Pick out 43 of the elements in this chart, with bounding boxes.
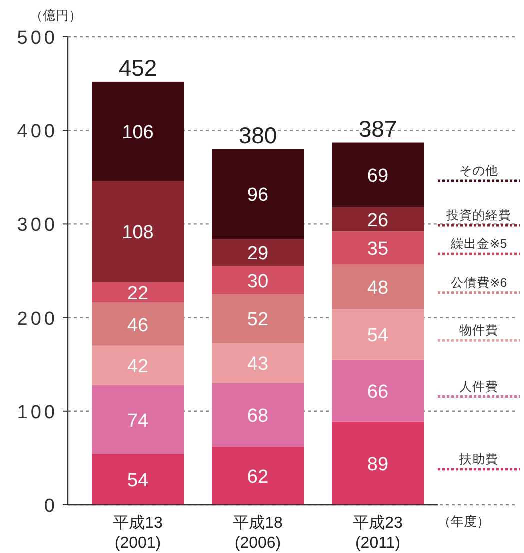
data-label: 42: [127, 356, 149, 378]
legend-item: 人件費: [438, 380, 520, 398]
legend-item: その他: [438, 164, 520, 182]
total-label: 380: [238, 122, 278, 148]
data-label: 108: [122, 222, 154, 244]
data-label: 46: [127, 315, 149, 336]
legend-item: 投資的経費: [438, 208, 520, 227]
x-axis-title: （年度）: [438, 514, 490, 529]
data-label: 96: [247, 185, 269, 206]
legend-item: 公債費※6: [438, 276, 520, 294]
data-label: 30: [247, 271, 269, 292]
data-label: 29: [247, 244, 269, 265]
x-tick-label: 平成23 (2011): [353, 514, 403, 552]
total-label: 452: [118, 54, 158, 81]
data-label: 89: [367, 454, 389, 476]
data-label: 22: [127, 284, 149, 305]
y-axis-title: （億円）: [30, 8, 82, 23]
data-label: 66: [367, 382, 389, 403]
data-label: 69: [367, 166, 389, 188]
data-label: 62: [247, 466, 269, 488]
data-label: 68: [247, 406, 269, 428]
x-tick-label: 平成18 (2006): [233, 514, 283, 552]
data-label: 52: [247, 310, 269, 331]
y-tick-label: 200: [17, 308, 58, 330]
legend-item: 物件費: [438, 324, 520, 342]
data-label: 35: [367, 239, 389, 260]
data-label: 54: [127, 470, 149, 492]
legend-item: 繰出金※5: [438, 237, 520, 256]
data-label: 106: [122, 122, 154, 144]
series-label: 投資的経費: [446, 208, 512, 223]
legend-item: 扶助費: [438, 452, 520, 471]
data-label: 43: [247, 354, 269, 376]
y-tick-label: 400: [17, 122, 58, 143]
y-tick-label: 500: [17, 28, 58, 49]
data-label: 48: [367, 278, 389, 299]
total-label: 387: [358, 116, 398, 142]
data-label: 54: [367, 326, 389, 347]
y-tick-label: 100: [17, 402, 58, 424]
y-tick-label: 0: [44, 496, 58, 517]
data-label: 74: [127, 410, 149, 432]
y-tick-label: 300: [17, 215, 58, 236]
x-tick-label: 平成13 (2001): [113, 514, 163, 552]
data-label: 26: [367, 210, 389, 232]
